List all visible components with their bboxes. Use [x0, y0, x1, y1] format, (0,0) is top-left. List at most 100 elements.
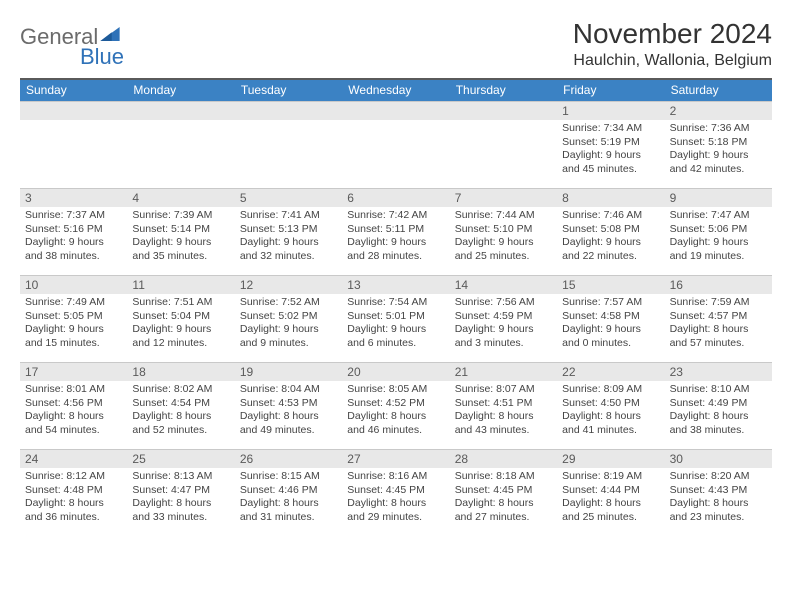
daylight-text: Daylight: 9 hours and 22 minutes.	[562, 236, 659, 263]
sunset-text: Sunset: 4:57 PM	[670, 310, 767, 324]
sunrise-text: Sunrise: 8:12 AM	[25, 470, 122, 484]
sunrise-text: Sunrise: 7:42 AM	[347, 209, 444, 223]
daylight-text: Daylight: 9 hours and 6 minutes.	[347, 323, 444, 350]
dow-cell: Sunday	[20, 80, 127, 101]
sunset-text: Sunset: 5:14 PM	[132, 223, 229, 237]
day-body: Sunrise: 7:57 AMSunset: 4:58 PMDaylight:…	[557, 294, 664, 355]
header: GeneralBlue November 2024 Haulchin, Wall…	[20, 18, 772, 70]
sunset-text: Sunset: 5:11 PM	[347, 223, 444, 237]
brand-logo: GeneralBlue	[20, 24, 130, 70]
sunset-text: Sunset: 5:13 PM	[240, 223, 337, 237]
day-body: Sunrise: 8:19 AMSunset: 4:44 PMDaylight:…	[557, 468, 664, 529]
sunset-text: Sunset: 4:54 PM	[132, 397, 229, 411]
day-cell: 6Sunrise: 7:42 AMSunset: 5:11 PMDaylight…	[342, 189, 449, 275]
sunset-text: Sunset: 4:43 PM	[670, 484, 767, 498]
sunrise-text: Sunrise: 8:10 AM	[670, 383, 767, 397]
sunrise-text: Sunrise: 7:46 AM	[562, 209, 659, 223]
sunset-text: Sunset: 5:16 PM	[25, 223, 122, 237]
day-body: Sunrise: 7:37 AMSunset: 5:16 PMDaylight:…	[20, 207, 127, 268]
sunrise-text: Sunrise: 8:05 AM	[347, 383, 444, 397]
sunrise-text: Sunrise: 7:34 AM	[562, 122, 659, 136]
day-cell: 15Sunrise: 7:57 AMSunset: 4:58 PMDayligh…	[557, 276, 664, 362]
day-body: Sunrise: 7:54 AMSunset: 5:01 PMDaylight:…	[342, 294, 449, 355]
day-cell: 19Sunrise: 8:04 AMSunset: 4:53 PMDayligh…	[235, 363, 342, 449]
calendar: SundayMondayTuesdayWednesdayThursdayFrid…	[20, 78, 772, 536]
day-number: 26	[235, 450, 342, 468]
day-number: 29	[557, 450, 664, 468]
daylight-text: Daylight: 9 hours and 45 minutes.	[562, 149, 659, 176]
sunrise-text: Sunrise: 7:44 AM	[455, 209, 552, 223]
day-number: 22	[557, 363, 664, 381]
day-number: 21	[450, 363, 557, 381]
daylight-text: Daylight: 8 hours and 52 minutes.	[132, 410, 229, 437]
day-cell: 28Sunrise: 8:18 AMSunset: 4:45 PMDayligh…	[450, 450, 557, 536]
sunrise-text: Sunrise: 8:02 AM	[132, 383, 229, 397]
day-number: 30	[665, 450, 772, 468]
day-cell: 11Sunrise: 7:51 AMSunset: 5:04 PMDayligh…	[127, 276, 234, 362]
sunset-text: Sunset: 4:49 PM	[670, 397, 767, 411]
daylight-text: Daylight: 8 hours and 29 minutes.	[347, 497, 444, 524]
day-cell	[342, 102, 449, 188]
day-cell	[127, 102, 234, 188]
daylight-text: Daylight: 9 hours and 9 minutes.	[240, 323, 337, 350]
day-cell: 25Sunrise: 8:13 AMSunset: 4:47 PMDayligh…	[127, 450, 234, 536]
sunrise-text: Sunrise: 8:20 AM	[670, 470, 767, 484]
sunrise-text: Sunrise: 8:18 AM	[455, 470, 552, 484]
day-number: 9	[665, 189, 772, 207]
day-number: 25	[127, 450, 234, 468]
day-number	[235, 102, 342, 120]
day-body: Sunrise: 7:46 AMSunset: 5:08 PMDaylight:…	[557, 207, 664, 268]
day-body: Sunrise: 8:01 AMSunset: 4:56 PMDaylight:…	[20, 381, 127, 442]
daylight-text: Daylight: 8 hours and 49 minutes.	[240, 410, 337, 437]
day-number	[20, 102, 127, 120]
sunset-text: Sunset: 4:50 PM	[562, 397, 659, 411]
title-block: November 2024 Haulchin, Wallonia, Belgiu…	[573, 18, 772, 70]
day-number: 23	[665, 363, 772, 381]
sunset-text: Sunset: 4:56 PM	[25, 397, 122, 411]
daylight-text: Daylight: 9 hours and 42 minutes.	[670, 149, 767, 176]
day-body: Sunrise: 7:42 AMSunset: 5:11 PMDaylight:…	[342, 207, 449, 268]
sunrise-text: Sunrise: 7:59 AM	[670, 296, 767, 310]
day-cell: 21Sunrise: 8:07 AMSunset: 4:51 PMDayligh…	[450, 363, 557, 449]
sunrise-text: Sunrise: 7:36 AM	[670, 122, 767, 136]
daylight-text: Daylight: 9 hours and 15 minutes.	[25, 323, 122, 350]
day-of-week-row: SundayMondayTuesdayWednesdayThursdayFrid…	[20, 80, 772, 101]
sunrise-text: Sunrise: 8:07 AM	[455, 383, 552, 397]
day-body: Sunrise: 7:51 AMSunset: 5:04 PMDaylight:…	[127, 294, 234, 355]
sunrise-text: Sunrise: 7:47 AM	[670, 209, 767, 223]
daylight-text: Daylight: 9 hours and 0 minutes.	[562, 323, 659, 350]
day-body	[127, 120, 234, 126]
daylight-text: Daylight: 8 hours and 57 minutes.	[670, 323, 767, 350]
day-number: 4	[127, 189, 234, 207]
day-cell: 4Sunrise: 7:39 AMSunset: 5:14 PMDaylight…	[127, 189, 234, 275]
sunset-text: Sunset: 5:08 PM	[562, 223, 659, 237]
day-cell: 16Sunrise: 7:59 AMSunset: 4:57 PMDayligh…	[665, 276, 772, 362]
day-number: 27	[342, 450, 449, 468]
sunrise-text: Sunrise: 8:04 AM	[240, 383, 337, 397]
daylight-text: Daylight: 8 hours and 27 minutes.	[455, 497, 552, 524]
day-body: Sunrise: 7:47 AMSunset: 5:06 PMDaylight:…	[665, 207, 772, 268]
daylight-text: Daylight: 9 hours and 38 minutes.	[25, 236, 122, 263]
sunset-text: Sunset: 5:19 PM	[562, 136, 659, 150]
day-body: Sunrise: 8:02 AMSunset: 4:54 PMDaylight:…	[127, 381, 234, 442]
day-number: 20	[342, 363, 449, 381]
day-body: Sunrise: 7:34 AMSunset: 5:19 PMDaylight:…	[557, 120, 664, 181]
daylight-text: Daylight: 8 hours and 25 minutes.	[562, 497, 659, 524]
day-body: Sunrise: 8:04 AMSunset: 4:53 PMDaylight:…	[235, 381, 342, 442]
day-number: 28	[450, 450, 557, 468]
sunset-text: Sunset: 5:04 PM	[132, 310, 229, 324]
sunrise-text: Sunrise: 7:52 AM	[240, 296, 337, 310]
week-row: 24Sunrise: 8:12 AMSunset: 4:48 PMDayligh…	[20, 449, 772, 536]
day-body: Sunrise: 8:16 AMSunset: 4:45 PMDaylight:…	[342, 468, 449, 529]
sunset-text: Sunset: 5:01 PM	[347, 310, 444, 324]
day-cell: 7Sunrise: 7:44 AMSunset: 5:10 PMDaylight…	[450, 189, 557, 275]
sunset-text: Sunset: 4:44 PM	[562, 484, 659, 498]
day-body: Sunrise: 8:07 AMSunset: 4:51 PMDaylight:…	[450, 381, 557, 442]
day-body: Sunrise: 7:59 AMSunset: 4:57 PMDaylight:…	[665, 294, 772, 355]
day-number: 24	[20, 450, 127, 468]
day-number: 12	[235, 276, 342, 294]
day-number: 11	[127, 276, 234, 294]
day-cell	[20, 102, 127, 188]
day-number: 13	[342, 276, 449, 294]
day-number: 15	[557, 276, 664, 294]
